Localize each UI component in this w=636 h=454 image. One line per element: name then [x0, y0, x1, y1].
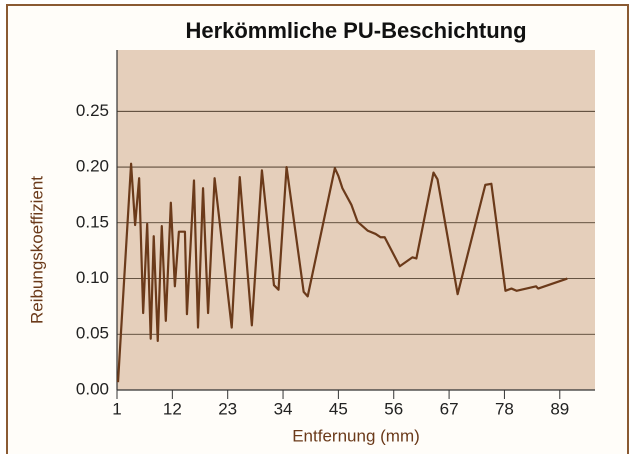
chart-title: Herkömmliche PU-Beschichtung — [185, 18, 526, 43]
x-tick-label: 12 — [163, 399, 182, 418]
y-tick-label: 0.20 — [76, 157, 109, 176]
x-tick-label: 67 — [440, 399, 459, 418]
y-tick-label: 0.10 — [76, 268, 109, 287]
y-tick-label: 0.25 — [76, 101, 109, 120]
x-tick-label: 45 — [329, 399, 348, 418]
x-tick-label: 56 — [384, 399, 403, 418]
y-tick-label: 0.15 — [76, 212, 109, 231]
data-line — [116, 162, 568, 383]
y-axis-label: Reibungskoeffizient — [27, 176, 46, 324]
x-tick-label: 89 — [550, 399, 569, 418]
x-axis-label: Entfernung (mm) — [292, 426, 420, 445]
x-tick-label: 1 — [112, 399, 121, 418]
x-tick-label: 34 — [274, 399, 293, 418]
x-tick-label: 78 — [495, 399, 514, 418]
y-tick-label: 0.00 — [76, 379, 109, 398]
y-tick-label: 0.05 — [76, 324, 109, 343]
x-tick-label: 23 — [218, 399, 237, 418]
